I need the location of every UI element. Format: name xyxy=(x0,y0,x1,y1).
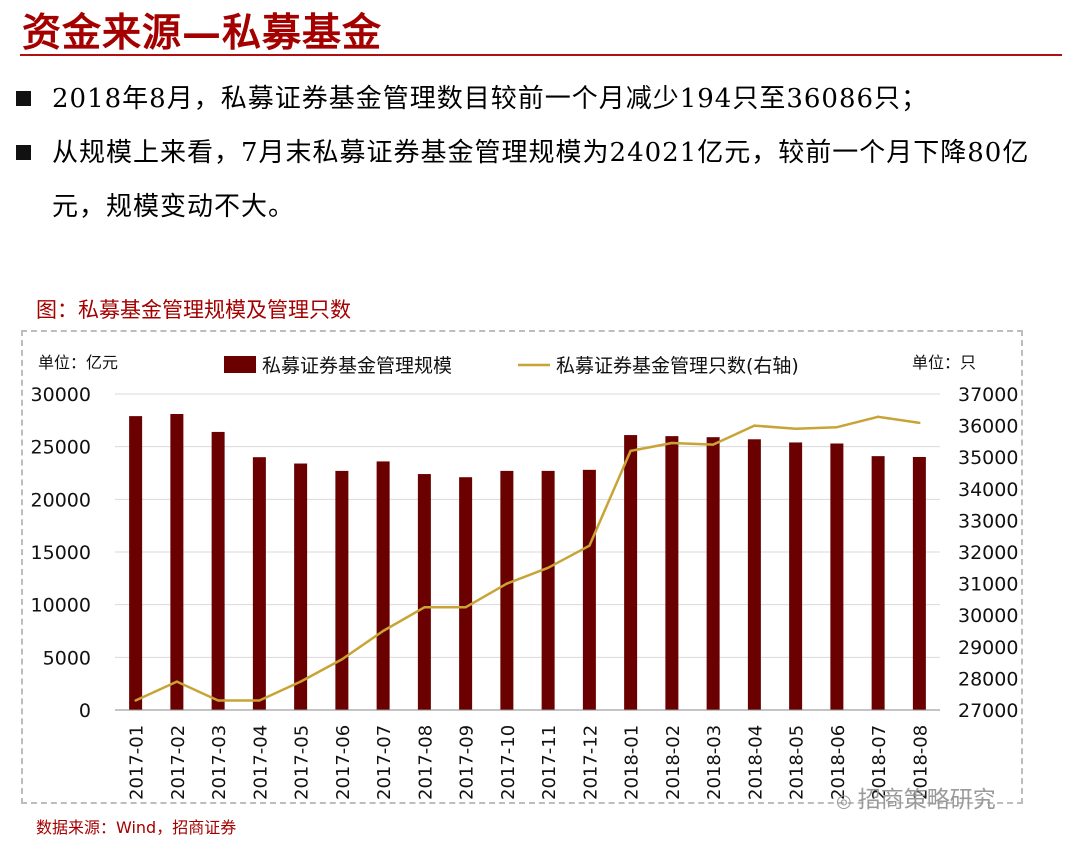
x-tick-label: 2017-07 xyxy=(374,725,395,800)
left-tick-label: 0 xyxy=(79,700,91,722)
bar-2018-04 xyxy=(747,439,761,710)
left-tick-label: 5000 xyxy=(43,647,91,669)
bar-2018-08 xyxy=(912,456,926,710)
left-axis-unit-label: 单位：亿元 xyxy=(38,353,118,372)
x-tick-label: 2017-10 xyxy=(498,725,519,800)
source-note: 数据来源：Wind，招商证券 xyxy=(36,818,237,837)
right-tick-label: 30000 xyxy=(958,605,1018,627)
line-point-2018-03 xyxy=(711,443,715,446)
x-tick-label: 2017-08 xyxy=(415,725,436,800)
line-point-2017-08 xyxy=(423,606,426,609)
bar-2017-10 xyxy=(500,470,514,710)
line-point-2017-11 xyxy=(546,566,550,569)
x-tick-label: 2018-07 xyxy=(869,725,890,800)
right-axis-unit-label: 单位：只 xyxy=(912,353,976,372)
line-point-2017-03 xyxy=(216,699,220,702)
x-tick-label: 2018-05 xyxy=(787,725,808,800)
bar-2017-02 xyxy=(170,414,184,710)
line-point-2018-08 xyxy=(918,421,921,425)
x-tick-label: 2018-01 xyxy=(622,725,643,800)
bar-2017-05 xyxy=(294,463,308,710)
x-tick-label: 2017-04 xyxy=(250,725,271,800)
right-tick-label: 27000 xyxy=(958,700,1018,722)
x-tick-label: 2017-05 xyxy=(292,725,313,800)
left-tick-label: 10000 xyxy=(31,595,91,617)
line-point-2018-06 xyxy=(835,425,839,429)
right-tick-label: 35000 xyxy=(958,447,1018,469)
page-title: 资金来源—私募基金 xyxy=(22,10,383,56)
bar-2018-07 xyxy=(871,456,885,710)
legend-bar-swatch xyxy=(224,356,256,373)
bar-2017-07 xyxy=(376,461,390,710)
x-tick-label: 2017-02 xyxy=(168,725,189,800)
x-tick-label: 2017-12 xyxy=(580,725,601,800)
line-point-2018-07 xyxy=(876,415,880,418)
line-point-2018-05 xyxy=(794,427,797,430)
line-point-2017-06 xyxy=(340,658,344,661)
bar-2018-03 xyxy=(706,437,720,710)
line-point-2018-02 xyxy=(670,441,674,445)
line-point-2017-05 xyxy=(299,680,302,683)
line-point-2017-02 xyxy=(175,680,179,683)
x-tick-label: 2018-08 xyxy=(910,725,931,800)
left-tick-label: 30000 xyxy=(31,384,91,406)
figure-caption: 图：私募基金管理规模及管理只数 xyxy=(36,298,351,322)
line-series-count xyxy=(135,415,920,702)
right-tick-label: 37000 xyxy=(958,384,1018,406)
watermark: ◎ 招商策略研究 xyxy=(836,780,996,814)
line-point-2017-01 xyxy=(134,699,137,702)
chart-frame xyxy=(21,330,1023,804)
left-tick-label: 25000 xyxy=(31,437,91,459)
x-tick-label: 2017-01 xyxy=(127,725,148,800)
line-point-2018-04 xyxy=(753,424,756,427)
title-divider xyxy=(20,54,1062,56)
right-tick-label: 34000 xyxy=(958,479,1018,501)
bar-2018-06 xyxy=(830,443,844,710)
right-tick-label: 36000 xyxy=(958,416,1018,438)
bar-2017-01 xyxy=(129,416,143,710)
line-point-2017-12 xyxy=(588,544,591,547)
bullet-square-icon xyxy=(16,145,31,160)
right-tick-label: 33000 xyxy=(958,510,1018,532)
x-tick-label: 2018-02 xyxy=(663,725,684,800)
line-point-2017-07 xyxy=(381,629,385,633)
line-point-2017-10 xyxy=(505,582,509,585)
bullet-2-text: 从规模上来看，7月末私募证券基金管理规模为24021亿元，较前一个月下降80亿元… xyxy=(52,138,1030,222)
left-tick-label: 15000 xyxy=(31,542,91,564)
line-point-2017-09 xyxy=(464,606,467,609)
x-tick-label: 2018-06 xyxy=(828,725,849,800)
x-tick-label: 2017-06 xyxy=(333,725,354,800)
line-point-2017-04 xyxy=(258,699,261,702)
bar-2017-03 xyxy=(211,431,225,710)
bar-2018-02 xyxy=(665,436,679,710)
bar-2017-06 xyxy=(335,470,349,710)
right-tick-label: 32000 xyxy=(958,542,1018,564)
x-tick-label: 2018-04 xyxy=(745,725,766,800)
bar-2017-11 xyxy=(541,470,555,710)
bar-2018-01 xyxy=(624,435,638,710)
bullet-square-icon xyxy=(16,91,31,106)
bullet-1-text: 2018年8月，私募证券基金管理数目较前一个月减少194只至36086只； xyxy=(52,84,929,114)
watermark-text: 招商策略研究 xyxy=(857,787,996,813)
right-tick-label: 29000 xyxy=(958,637,1018,659)
x-tick-label: 2017-03 xyxy=(209,725,230,800)
line-point-2018-01 xyxy=(629,449,632,453)
bar-2017-09 xyxy=(459,477,473,710)
legend-bar-label: 私募证券基金管理规模 xyxy=(262,355,452,377)
wechat-icon: ◎ xyxy=(836,791,852,812)
x-tick-label: 2018-03 xyxy=(704,725,725,800)
bar-2017-12 xyxy=(582,469,596,710)
bar-2018-05 xyxy=(789,442,803,710)
right-tick-label: 28000 xyxy=(958,668,1018,690)
bar-2017-04 xyxy=(252,457,266,710)
left-tick-label: 20000 xyxy=(31,489,91,511)
legend-line-label: 私募证券基金管理只数(右轴) xyxy=(556,355,799,377)
right-tick-label: 31000 xyxy=(958,574,1018,596)
x-tick-label: 2017-11 xyxy=(539,725,560,800)
x-tick-label: 2017-09 xyxy=(457,725,478,800)
bar-2017-08 xyxy=(417,474,431,710)
